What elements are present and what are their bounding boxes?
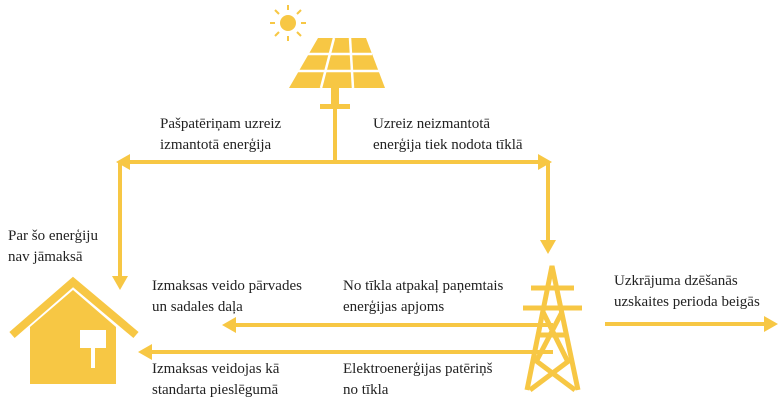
label-line: izmantotā enerģija [160, 137, 272, 153]
label-line: No tīkla atpakaļ paņemtais [343, 278, 504, 294]
label-line: enerģijas apjoms [343, 299, 444, 315]
label-line: uzskaites perioda beigās [614, 294, 760, 310]
label-line: Uzkrājuma dzēšanās [614, 273, 738, 289]
label-line: standarta pieslēgumā [152, 382, 279, 398]
sun [270, 5, 306, 41]
label-line: Elektroenerģijas patēriņš [343, 361, 493, 377]
label-line: Pašpatēriņam uzreiz [160, 116, 282, 132]
label-line: Uzreiz neizmantotā [373, 116, 490, 132]
house [9, 276, 139, 384]
label-line: Izmaksas veidojas kā [152, 361, 280, 377]
label-line: enerģija tiek nodota tīklā [373, 137, 523, 153]
arrowheads [112, 154, 778, 360]
solar-panel [289, 37, 385, 109]
labels: Pašpatēriņam uzreiz izmantotā enerģija Uzr… [8, 116, 760, 398]
label-line: Par šo enerģiju [8, 228, 98, 244]
label-line: Izmaksas veido pārvades [152, 278, 302, 294]
flow-lines [118, 109, 765, 354]
label-line: un sadales daļa [152, 299, 243, 315]
label-line: no tīkla [343, 382, 389, 398]
power-tower [523, 265, 582, 392]
label-line: nav jāmaksā [8, 249, 83, 265]
